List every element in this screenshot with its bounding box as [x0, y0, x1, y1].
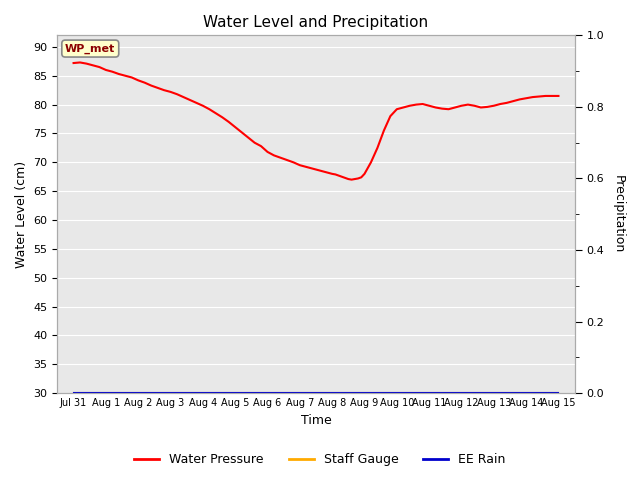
Water Pressure	[516, 96, 524, 102]
Water Pressure	[432, 105, 440, 110]
Water Pressure	[70, 60, 77, 66]
Water Pressure	[555, 93, 563, 99]
Legend: Water Pressure, Staff Gauge, EE Rain: Water Pressure, Staff Gauge, EE Rain	[129, 448, 511, 471]
Title: Water Level and Precipitation: Water Level and Precipitation	[204, 15, 429, 30]
Water Pressure	[344, 176, 352, 182]
Water Pressure	[374, 145, 381, 151]
Water Pressure	[348, 177, 355, 182]
Water Pressure	[76, 60, 84, 65]
X-axis label: Time: Time	[301, 414, 332, 427]
Y-axis label: Precipitation: Precipitation	[612, 175, 625, 253]
Line: Water Pressure: Water Pressure	[74, 62, 559, 180]
Water Pressure	[470, 103, 478, 108]
Water Pressure	[497, 101, 504, 107]
Y-axis label: Water Level (cm): Water Level (cm)	[15, 161, 28, 268]
Text: WP_met: WP_met	[65, 43, 115, 54]
